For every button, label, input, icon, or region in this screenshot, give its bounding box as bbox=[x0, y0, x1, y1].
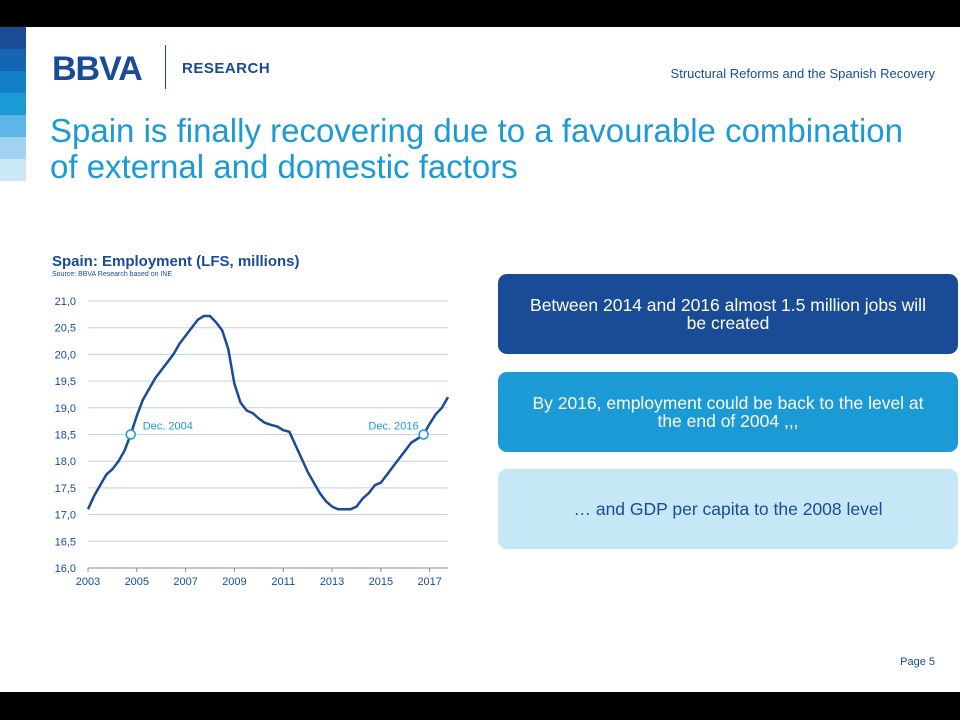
y-tick-label: 19,5 bbox=[55, 376, 76, 388]
x-tick-label: 2011 bbox=[271, 576, 295, 588]
y-tick-label: 20,0 bbox=[55, 349, 76, 361]
callout-employment-text: By 2016, employment could be back to the… bbox=[532, 393, 924, 431]
annotation-label: Dec. 2004 bbox=[143, 421, 193, 433]
slide-title: Spain is finally recovering due to a fav… bbox=[50, 112, 904, 185]
y-tick-label: 16,5 bbox=[55, 536, 76, 548]
y-tick-label: 21,0 bbox=[55, 296, 76, 308]
x-tick-label: 2005 bbox=[125, 576, 149, 588]
callout-jobs-text: Between 2014 and 2016 almost 1.5 million… bbox=[530, 295, 926, 333]
y-tick-label: 17,5 bbox=[55, 483, 76, 495]
x-tick-label: 2017 bbox=[417, 576, 441, 588]
y-tick-label: 16,0 bbox=[55, 563, 76, 575]
page-number: Page 5 bbox=[900, 656, 935, 668]
slide: BBVA RESEARCH Structural Reforms and the… bbox=[0, 27, 960, 692]
callout-gdp-text: … and GDP per capita to the 2008 level bbox=[573, 499, 883, 519]
y-tick-label: 19,0 bbox=[55, 403, 76, 415]
logo-divider bbox=[165, 45, 166, 89]
chart-title: Spain: Employment (LFS, millions) bbox=[52, 253, 300, 270]
y-tick-label: 18,5 bbox=[55, 430, 76, 442]
stripe-segment bbox=[0, 137, 26, 159]
presentation-title: Structural Reforms and the Spanish Recov… bbox=[670, 66, 935, 81]
stripe-segment bbox=[0, 49, 26, 71]
division-label: RESEARCH bbox=[182, 60, 271, 77]
callout-jobs: Between 2014 and 2016 almost 1.5 million… bbox=[498, 274, 958, 354]
x-tick-label: 2013 bbox=[320, 576, 344, 588]
stripe-segment bbox=[0, 93, 26, 115]
bbva-logo: BBVA bbox=[52, 50, 143, 88]
annotation-label: Dec. 2016 bbox=[368, 421, 418, 433]
stripe-segment bbox=[0, 115, 26, 137]
x-tick-label: 2007 bbox=[173, 576, 197, 588]
x-tick-label: 2009 bbox=[222, 576, 246, 588]
y-tick-label: 17,0 bbox=[55, 510, 76, 522]
employment-line-chart: 16,0 16,5 17,0 17,5 18,0 18,5 19,0 19,5 20,0 20,5… bbox=[55, 296, 450, 588]
stripe-segment bbox=[0, 27, 26, 49]
stripe-segment bbox=[0, 71, 26, 93]
y-tick-label: 20,5 bbox=[55, 323, 76, 335]
employment-series-line bbox=[86, 314, 450, 511]
callout-gdp: … and GDP per capita to the 2008 level bbox=[498, 469, 958, 549]
stripe-segment bbox=[0, 159, 26, 181]
x-tick-label: 2003 bbox=[76, 576, 100, 588]
annotation-marker bbox=[418, 429, 429, 440]
x-tick-label: 2015 bbox=[369, 576, 393, 588]
y-tick-label: 18,0 bbox=[55, 456, 76, 468]
annotation-marker bbox=[125, 429, 136, 440]
chart-source: Source: BBVA Research based on INE bbox=[52, 271, 173, 278]
callout-employment: By 2016, employment could be back to the… bbox=[498, 372, 958, 452]
